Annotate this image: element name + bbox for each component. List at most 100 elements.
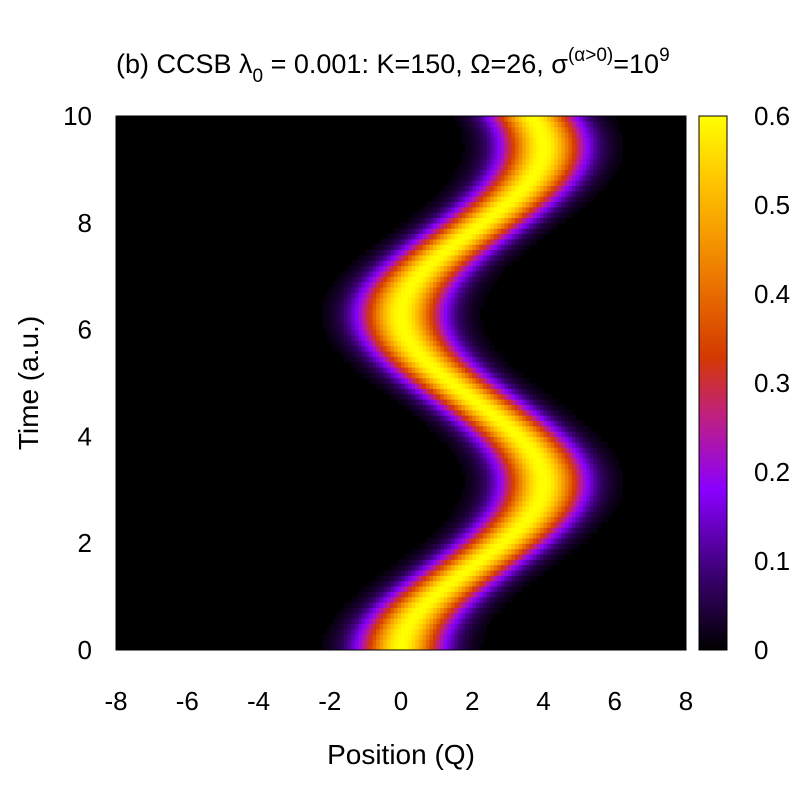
heatmap-cell xyxy=(418,617,423,624)
heatmap-cell xyxy=(465,532,470,539)
heatmap-cell xyxy=(511,585,516,592)
heatmap-cell xyxy=(472,174,477,181)
heatmap-cell xyxy=(351,644,356,650)
colorbar-tick-label: 0.1 xyxy=(754,546,790,576)
heatmap-cell xyxy=(401,238,406,245)
heatmap-cell xyxy=(582,447,587,454)
heatmap-cell xyxy=(500,249,505,256)
heatmap-cell xyxy=(475,489,480,496)
heatmap-cell xyxy=(415,623,420,630)
heatmap-cell xyxy=(447,265,452,272)
heatmap-cell xyxy=(482,580,488,587)
heatmap-cell xyxy=(336,281,342,288)
heatmap-cell xyxy=(557,436,562,443)
heatmap-cell xyxy=(436,270,441,277)
heatmap-cell xyxy=(482,468,488,475)
heatmap-cell xyxy=(486,484,491,491)
heatmap-cell xyxy=(589,468,594,475)
heatmap-cell xyxy=(511,543,516,550)
heatmap-cell xyxy=(497,270,502,277)
heatmap-cell xyxy=(379,249,384,256)
heatmap-cell xyxy=(393,644,399,650)
heatmap-cell xyxy=(351,601,356,608)
heatmap-cell xyxy=(564,511,570,518)
heatmap-cell xyxy=(379,318,384,325)
heatmap-cell xyxy=(450,532,456,539)
heatmap-cell xyxy=(547,116,552,122)
heatmap-cell xyxy=(440,548,445,555)
heatmap-cell xyxy=(568,116,573,122)
heatmap-cell xyxy=(418,607,423,614)
heatmap-cell xyxy=(543,532,548,539)
heatmap-cell xyxy=(468,409,473,416)
heatmap-cell xyxy=(465,591,470,598)
heatmap-cell xyxy=(397,628,402,635)
heatmap-cell xyxy=(447,596,452,603)
heatmap-cell xyxy=(472,340,477,347)
heatmap-cell xyxy=(415,617,420,624)
heatmap-cell xyxy=(386,633,391,640)
heatmap-cell xyxy=(418,388,423,395)
heatmap-cell xyxy=(468,388,473,395)
heatmap-cell xyxy=(408,324,413,331)
heatmap-cell xyxy=(475,281,480,288)
heatmap-cell xyxy=(386,361,391,368)
heatmap-cell xyxy=(415,575,420,582)
heatmap-cell xyxy=(468,260,473,267)
heatmap-cell xyxy=(511,527,516,534)
heatmap-cell xyxy=(475,591,480,598)
heatmap-cell xyxy=(450,601,456,608)
heatmap-cell xyxy=(386,628,391,635)
heatmap-cell xyxy=(418,238,423,245)
heatmap-cell xyxy=(351,324,356,331)
heatmap-cell xyxy=(579,164,584,170)
heatmap-cell xyxy=(479,292,484,299)
heatmap-cell xyxy=(504,169,509,176)
heatmap-cell xyxy=(486,495,491,502)
heatmap-cell xyxy=(490,441,495,448)
heatmap-cell xyxy=(458,623,463,630)
heatmap-cell xyxy=(376,286,381,293)
heatmap-cell xyxy=(440,569,445,576)
heatmap-cell xyxy=(507,564,513,571)
heatmap-cell xyxy=(561,116,566,122)
heatmap-cell xyxy=(539,185,545,192)
heatmap-cell xyxy=(522,457,527,464)
heatmap-cell xyxy=(436,361,441,368)
heatmap-cell xyxy=(354,329,359,336)
heatmap-cell xyxy=(415,350,420,357)
heatmap-cell xyxy=(440,559,445,566)
heatmap-cell xyxy=(450,345,456,352)
heatmap-cell xyxy=(479,356,484,363)
heatmap-cell xyxy=(525,132,530,138)
heatmap-cell xyxy=(454,196,459,203)
heatmap-cell xyxy=(515,132,520,138)
heatmap-cell xyxy=(547,527,552,534)
heatmap-cell xyxy=(411,644,416,650)
heatmap-cell xyxy=(572,516,577,523)
heatmap-cell xyxy=(493,457,498,464)
heatmap-cell xyxy=(433,329,438,336)
heatmap-cell xyxy=(422,249,427,256)
heatmap-cell xyxy=(547,463,552,470)
heatmap-cell xyxy=(390,361,395,368)
heatmap-cell xyxy=(529,537,534,544)
heatmap-cell xyxy=(507,121,513,128)
heatmap-cell xyxy=(554,559,559,566)
heatmap-cell xyxy=(497,420,502,427)
heatmap-cell xyxy=(547,420,552,427)
heatmap-cell xyxy=(443,388,448,395)
heatmap-cell xyxy=(582,511,587,518)
heatmap-cell xyxy=(504,537,509,544)
heatmap-cell xyxy=(365,249,370,256)
heatmap-cell xyxy=(433,543,438,550)
heatmap-cell xyxy=(458,644,463,650)
heatmap-cell xyxy=(536,185,541,192)
heatmap-cell xyxy=(493,441,498,448)
heatmap-cell xyxy=(490,591,495,598)
heatmap-cell xyxy=(397,644,402,650)
heatmap-cell xyxy=(401,233,406,240)
heatmap-cell xyxy=(490,399,495,405)
heatmap-cell xyxy=(461,607,466,614)
heatmap-cell xyxy=(383,324,388,331)
